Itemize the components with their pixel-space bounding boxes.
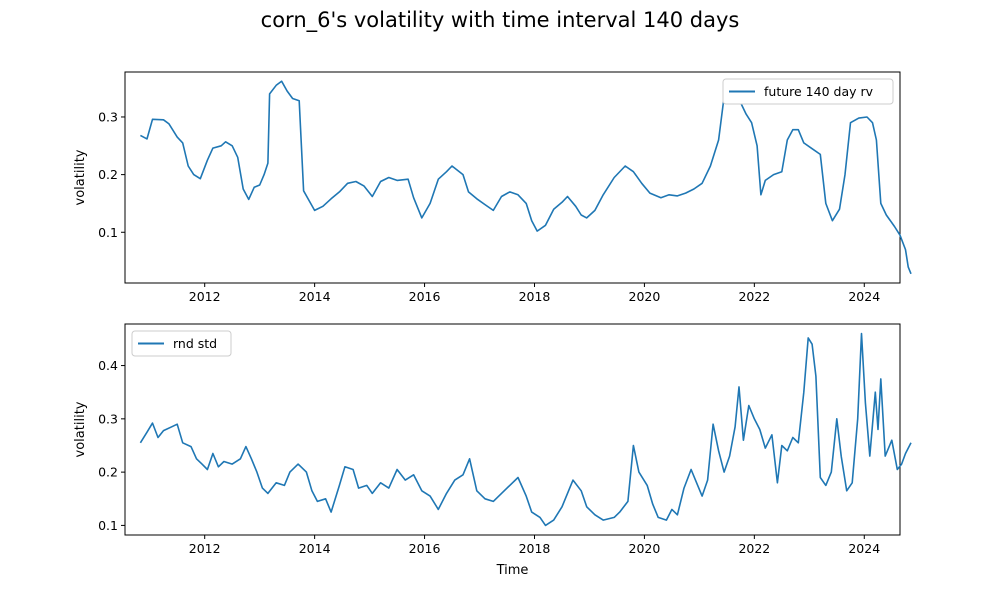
y-tick-label: 0.3 [98,411,118,426]
y-tick-label: 0.2 [98,465,118,480]
y-axis-label: volatility [73,149,88,205]
legend-label: rnd std [173,336,217,351]
y-tick-label: 0.4 [98,358,118,373]
legend: rnd std [131,330,232,357]
x-tick-label: 2020 [629,541,661,556]
legend-box [131,330,232,357]
x-tick-label: 2016 [409,541,441,556]
legend-label: future 140 day rv [764,84,874,99]
legend: future 140 day rv [722,78,894,105]
panel-top: 2012 2014 2016 2018 2020 2022 2024 0.1 0.2 0.3 vol… [73,71,912,304]
x-tick-label: 2024 [848,541,880,556]
y-tick-label: 0.3 [98,109,118,124]
series-line-rnd-std [139,332,912,527]
x-axis-label: Time [496,563,529,578]
x-tick-label: 2012 [189,541,221,556]
x-tick-label: 2022 [738,289,770,304]
y-tick-label: 0.2 [98,167,118,182]
series-line-future-140-day-rv [140,80,912,275]
axes-frame [124,323,901,536]
panel-bottom: 2012 2014 2016 2018 2020 2022 2024 0.1 0.2 0.3 0.4… [73,323,912,578]
x-tick-label: 2016 [409,289,441,304]
y-axis-label: volatility [73,401,88,457]
x-tick-label: 2014 [299,541,331,556]
figure-title: corn_6's volatility with time interval 1… [260,8,740,32]
legend-box [722,78,894,105]
y-tick-label: 0.1 [98,518,118,533]
axes-frame [124,71,901,284]
x-tick-label: 2018 [519,289,551,304]
y-tick-label: 0.1 [98,225,118,240]
x-tick-label: 2022 [738,541,770,556]
x-tick-label: 2014 [299,289,331,304]
x-tick-label: 2020 [629,289,661,304]
x-tick-label: 2024 [848,289,880,304]
x-tick-label: 2018 [519,541,551,556]
x-tick-label: 2012 [189,289,221,304]
